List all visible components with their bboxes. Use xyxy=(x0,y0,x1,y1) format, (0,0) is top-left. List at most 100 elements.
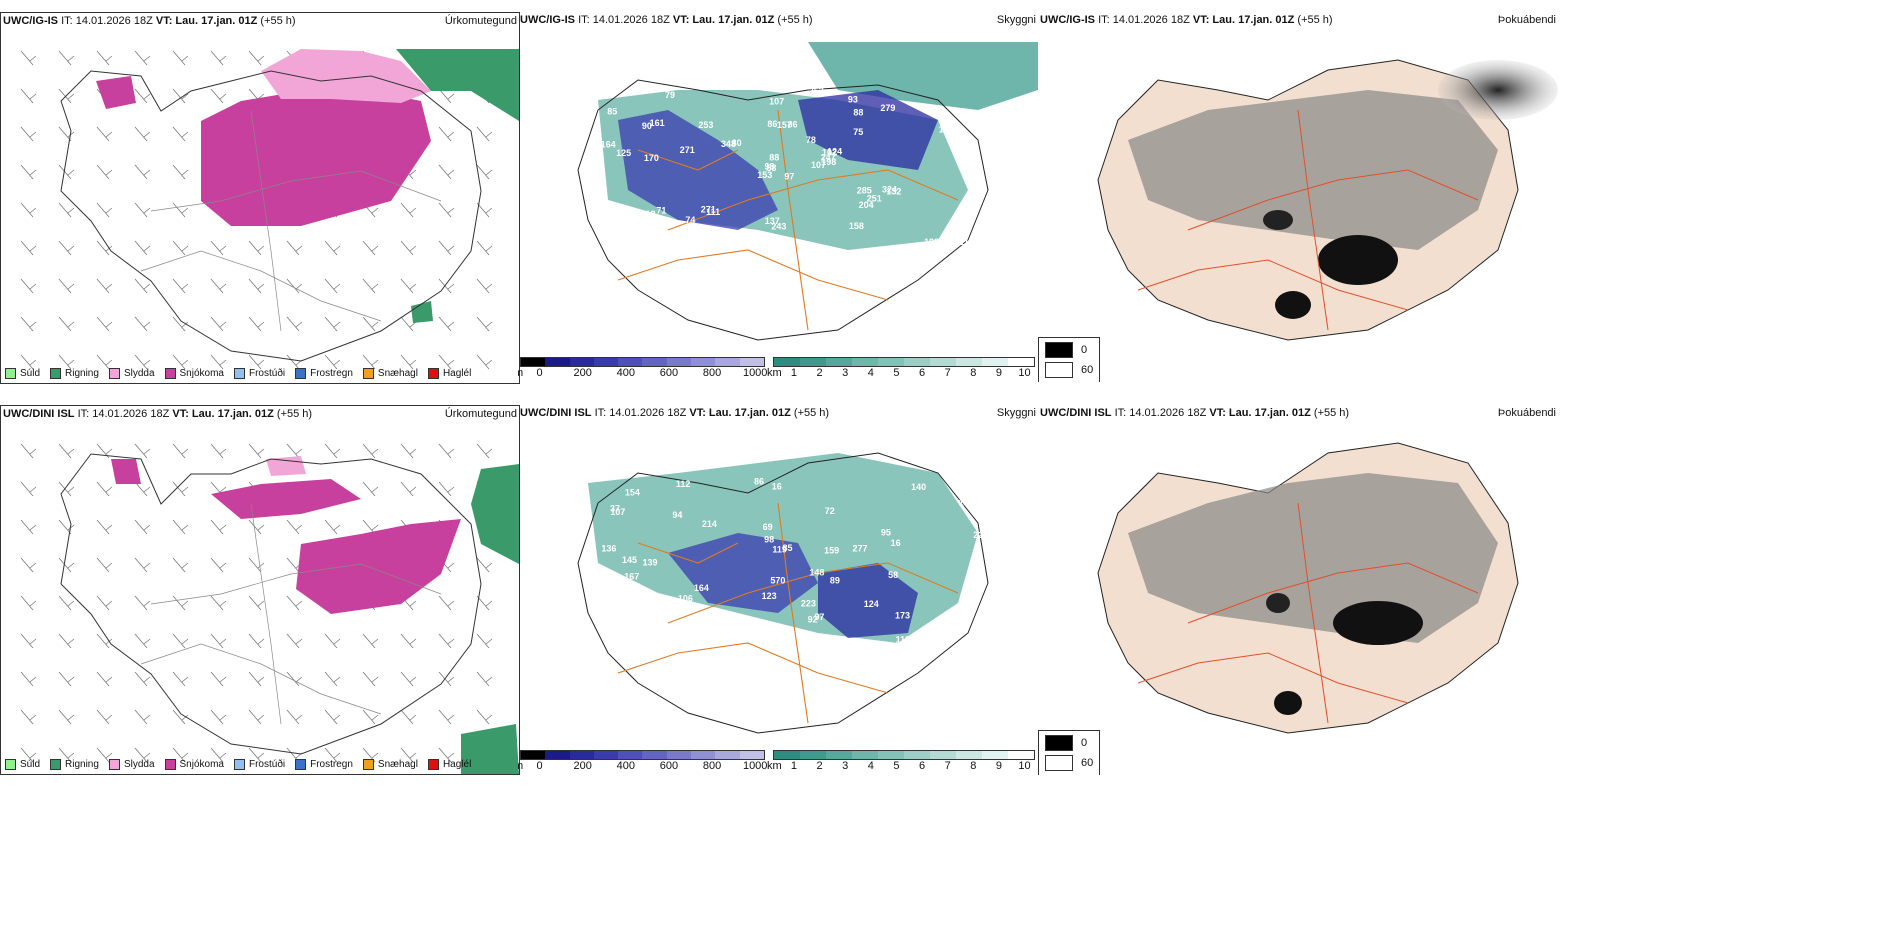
wind-barb xyxy=(324,747,341,763)
legend-swatch xyxy=(5,368,16,379)
wind-barb xyxy=(248,278,265,294)
wind-barb xyxy=(96,519,113,535)
init-time: IT: 14.01.2026 18Z xyxy=(594,407,687,419)
visibility-map: 9790581451021119386881077911117011115375… xyxy=(577,42,1038,341)
ceiling-label: 570 xyxy=(770,575,785,585)
ceiling-label: 69 xyxy=(763,522,773,532)
colorbar-step xyxy=(521,751,546,759)
wind-barb xyxy=(20,671,37,687)
precip-legend-item: Slydda xyxy=(108,759,155,770)
colorbar-tick: 1000 xyxy=(742,367,768,379)
wind-barb xyxy=(400,443,417,459)
colorbar-step xyxy=(982,358,1008,366)
precip-legend-item: Snæhagl xyxy=(362,759,418,770)
colorbar-step xyxy=(1008,358,1034,366)
wind-barb xyxy=(134,316,151,332)
colorbar-step xyxy=(904,751,930,759)
wind-barb xyxy=(20,481,37,497)
colorbar-step xyxy=(774,358,800,366)
colorbar-step xyxy=(852,358,878,366)
legend-swatch xyxy=(50,368,62,379)
wind-barb xyxy=(438,316,455,332)
colorbar-step xyxy=(1008,751,1034,759)
fog-legend: 0 60 xyxy=(1038,730,1101,775)
wind-barb xyxy=(438,481,455,497)
ceiling-label: 79 xyxy=(665,90,675,100)
ceiling-label: 107 xyxy=(769,96,784,106)
rain-area-south xyxy=(411,301,433,323)
ceiling-label: 94 xyxy=(672,510,682,520)
wind-barb xyxy=(476,595,493,611)
wind-barb xyxy=(476,671,493,687)
colorbar-step xyxy=(521,358,546,366)
visibility-panel-dini: UWC/DINI ISL IT: 14.01.2026 18Z VT: Lau.… xyxy=(518,405,1038,775)
wind-barb xyxy=(58,595,75,611)
colorbar-step xyxy=(826,358,852,366)
wind-barb xyxy=(58,519,75,535)
wind-barb xyxy=(134,354,151,370)
ceiling-label: 173 xyxy=(895,611,910,621)
wind-barb xyxy=(324,316,341,332)
wind-barb xyxy=(172,316,189,332)
wind-barb xyxy=(324,671,341,687)
ceiling-label: 328 xyxy=(961,489,976,499)
ceiling-label: 271 xyxy=(701,205,716,215)
colorbar-tick: 8 xyxy=(970,367,977,379)
ceiling-label: 233 xyxy=(632,240,647,250)
wind-barb xyxy=(286,633,303,649)
legend-swatch xyxy=(427,759,439,770)
ceiling-label: 85 xyxy=(607,107,617,117)
wind-barb xyxy=(438,202,455,218)
precip-type-panel-dini: UWC/DINI ISL IT: 14.01.2026 18Z VT: Lau.… xyxy=(0,405,520,775)
wind-barb xyxy=(58,164,75,180)
legend-label: Rigning xyxy=(65,368,99,379)
wind-barb xyxy=(134,164,151,180)
wind-barb xyxy=(134,202,151,218)
wind-barb xyxy=(172,481,189,497)
ceiling-label: 98 xyxy=(765,161,775,171)
ceiling-label: 86 xyxy=(754,476,764,486)
valid-time: Lau. 17.jan. 01Z xyxy=(175,15,258,27)
wind-barb xyxy=(210,747,227,763)
colorbar-step xyxy=(878,358,904,366)
wind-barb xyxy=(58,202,75,218)
ceiling-label: 170 xyxy=(644,153,659,163)
ceiling-label: 80 xyxy=(732,138,742,148)
wind-barb xyxy=(96,240,113,256)
fog-core xyxy=(1333,601,1423,645)
colorbar-unit: m xyxy=(518,760,524,772)
wind-barb xyxy=(286,671,303,687)
colorbar-step xyxy=(956,358,982,366)
ceiling-label: 72 xyxy=(825,506,835,516)
legend-label: Frostúði xyxy=(248,368,286,379)
ceiling-label: 111 xyxy=(955,237,969,247)
legend-swatch xyxy=(50,759,62,770)
ceiling-label: 107 xyxy=(811,160,826,170)
wind-barb xyxy=(58,240,75,256)
ceiling-label: 74 xyxy=(685,215,695,225)
wind-barb xyxy=(96,671,113,687)
precip-legend-item: Súld xyxy=(5,759,40,770)
wind-barb xyxy=(96,316,113,332)
wind-barb xyxy=(438,595,455,611)
model-name: UWC/DINI ISL xyxy=(520,407,592,419)
precip-legend: Súld Rigning Slydda Snjókoma Frostúði Frostre… xyxy=(5,759,471,770)
wind-barb xyxy=(134,443,151,459)
lead-time: (+55 h) xyxy=(1297,14,1333,26)
colorbar-tick: 9 xyxy=(995,760,1002,772)
ceiling-label: 140 xyxy=(911,482,926,492)
wind-barb xyxy=(172,164,189,180)
ceiling-label: 327 xyxy=(950,220,965,230)
ceiling-label: 204 xyxy=(859,200,874,210)
wind-barb xyxy=(134,557,151,573)
wind-barb xyxy=(20,164,37,180)
visibility-colorbar-labels: km 1 2 3 4 5 6 7 8 9 10 xyxy=(767,760,1035,772)
legend-label: Snjókoma xyxy=(179,368,224,379)
wind-barb xyxy=(248,354,265,370)
legend-label: Frostregn xyxy=(310,759,353,770)
colorbar-step xyxy=(826,751,852,759)
wind-barb xyxy=(476,240,493,256)
wind-barb xyxy=(58,633,75,649)
precip-legend-item: Haglél xyxy=(427,368,471,379)
model-name: UWC/IG-IS xyxy=(520,14,575,26)
